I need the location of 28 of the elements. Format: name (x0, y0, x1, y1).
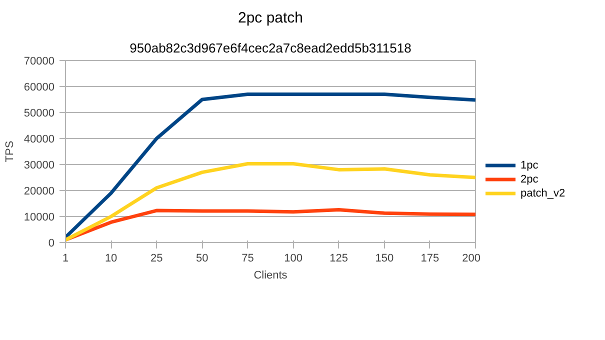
x-tick-label: 100 (284, 252, 302, 264)
line-series (66, 92, 476, 240)
chart-title: 2pc patch (238, 10, 304, 26)
x-tick-label: 150 (375, 252, 394, 264)
x-tick-label: 175 (420, 252, 440, 264)
x-tick-label: 75 (242, 252, 254, 264)
y-tick-label: 70000 (24, 56, 55, 68)
y-axis-title: TPS (4, 140, 16, 162)
legend-label: patch_v2 (520, 188, 566, 200)
line-series (66, 162, 476, 242)
x-tick-label: 125 (330, 252, 348, 264)
y-tick-label: 20000 (24, 186, 55, 198)
x-tick-label: 200 (462, 252, 481, 264)
x-tick-label: 50 (196, 252, 208, 264)
x-tick-label: 1 (62, 252, 69, 264)
y-tick-label: 50000 (24, 108, 55, 120)
x-tick-label: 10 (104, 252, 118, 264)
x-tick-label: 25 (150, 252, 163, 264)
y-tick-label: 40000 (24, 134, 55, 146)
y-tick-label: 0 (48, 238, 55, 250)
legend-label: 2pc (520, 174, 539, 186)
chart-subtitle: 950ab82c3d967e6f4cec2a7c8ead2edd5b311518 (130, 40, 412, 56)
line-series (66, 208, 476, 242)
y-tick-label: 30000 (24, 160, 55, 172)
legend-label: 1pc (520, 160, 539, 172)
x-axis-title: Clients (254, 270, 288, 282)
y-tick-label: 10000 (24, 212, 55, 224)
y-tick-label: 60000 (24, 82, 55, 94)
